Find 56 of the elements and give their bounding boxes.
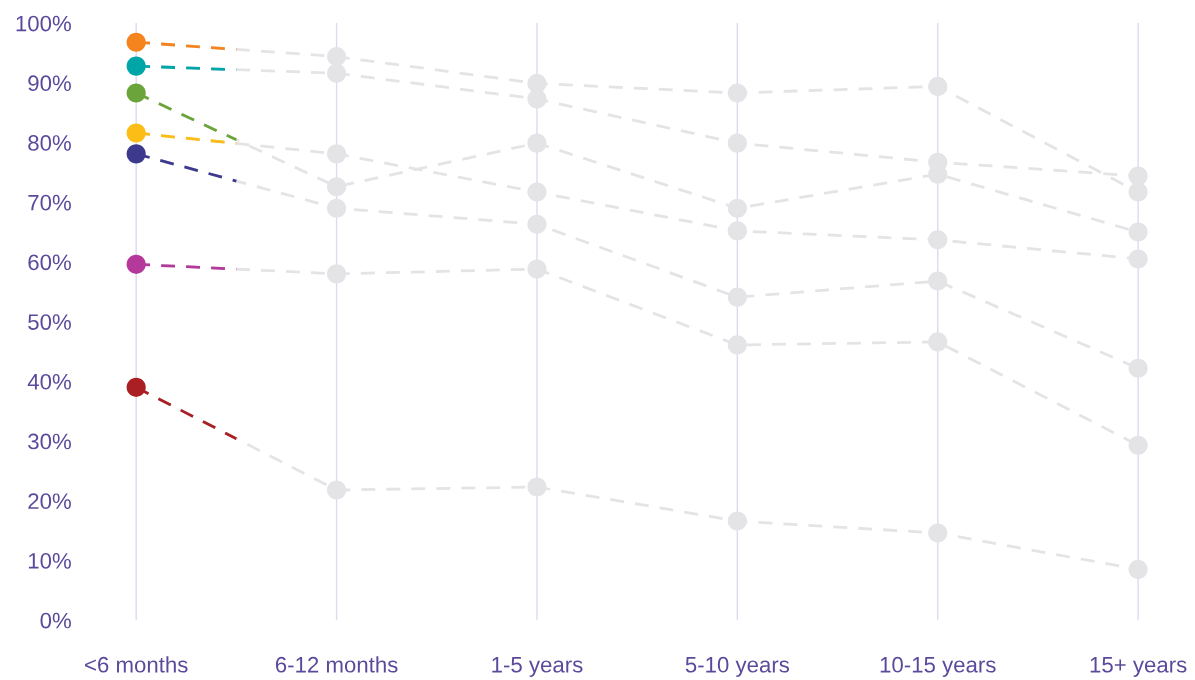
point: [727, 133, 747, 153]
point: [727, 287, 747, 307]
point: [727, 335, 747, 355]
point: [527, 133, 547, 153]
point: [126, 123, 146, 143]
point: [326, 198, 347, 218]
x-tick-label: 1-5 years: [492, 657, 583, 677]
point: [727, 198, 747, 218]
y-tick-label: 20%: [28, 493, 71, 510]
point: [727, 221, 747, 241]
point: [527, 477, 547, 497]
point: [527, 89, 547, 109]
point: [928, 271, 948, 291]
x-tick-label: 5-10 years: [685, 656, 790, 677]
point: [1128, 222, 1148, 242]
y-tick-label: 100%: [16, 15, 71, 32]
x-tick-label: 6-12 months: [275, 656, 398, 673]
y-tick-label: 80%: [28, 135, 71, 151]
y-tick-label: 50%: [28, 314, 71, 330]
point: [928, 332, 948, 352]
point: [326, 144, 347, 164]
y-tick-label: 10%: [28, 552, 71, 569]
point: [928, 76, 948, 96]
point: [326, 480, 347, 500]
y-tick-label: 90%: [28, 75, 71, 92]
point: [326, 46, 347, 67]
point: [527, 182, 547, 202]
x-tick-label: 15+ years: [1090, 657, 1187, 677]
y-tick-label: 0%: [40, 612, 71, 629]
point: [527, 259, 547, 279]
point: [1128, 182, 1148, 202]
y-tick-label: 30%: [28, 433, 71, 450]
point: [126, 377, 146, 397]
point: [1128, 358, 1148, 378]
x-tick-label: 10-15 years: [880, 656, 996, 677]
point: [126, 144, 146, 164]
point: [1128, 559, 1148, 579]
y-tick-label: 60%: [28, 254, 71, 271]
point: [1128, 435, 1148, 455]
point: [928, 523, 948, 543]
point: [727, 83, 747, 103]
y-tick-label: 40%: [27, 373, 71, 390]
point: [727, 511, 747, 531]
point: [928, 230, 948, 250]
point: [126, 254, 146, 274]
point: [126, 32, 146, 52]
point: [126, 56, 146, 76]
y-tick-label: 70%: [28, 194, 71, 211]
x-tick-label: <6 months: [85, 656, 188, 673]
point: [527, 214, 547, 234]
point: [1128, 249, 1148, 269]
point: [326, 177, 347, 197]
point: [1128, 166, 1148, 186]
point: [126, 83, 146, 103]
point: [326, 264, 347, 284]
point: [326, 63, 347, 83]
